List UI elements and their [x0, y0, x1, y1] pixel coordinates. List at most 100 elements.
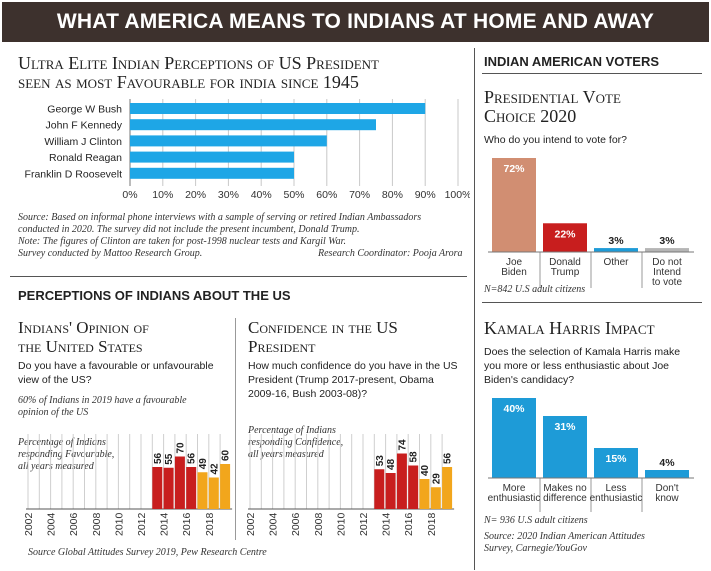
- confidence-year-label: 2006: [290, 512, 302, 536]
- voters-question: Who do you intend to vote for?: [484, 134, 628, 146]
- harris-category-label: Less: [605, 483, 626, 494]
- opinion-bar: [186, 467, 197, 509]
- section-divider: [10, 276, 467, 277]
- elite-title-line1: Ultra Elite Indian Perceptions of US Pre…: [18, 53, 379, 73]
- column-divider: [474, 48, 475, 570]
- confidence-data-label: 29: [431, 473, 442, 485]
- opinion-data-label: 49: [198, 458, 209, 470]
- harris-bar: [492, 398, 536, 478]
- harris-category-label: know: [655, 493, 679, 504]
- harris-source-line2: Survey, Carnegie/YouGov: [484, 543, 587, 554]
- opinion-title-line1: Indians' Opinion of: [18, 318, 149, 337]
- banner-title: WHAT AMERICA MEANS TO INDIANS AT HOME AN…: [2, 2, 709, 42]
- opinion-year-label: 2018: [204, 512, 216, 536]
- opinion-year-label: 2014: [159, 512, 171, 536]
- elite-bar: [130, 103, 426, 114]
- harris-category-label: Makes no: [543, 483, 587, 494]
- opinion-stat-line2: opinion of the US: [18, 407, 89, 418]
- elite-bar: [130, 119, 376, 131]
- elite-coordinator: Research Coordinator: Pooja Arora: [318, 248, 463, 259]
- opinion-year-label: 2016: [181, 512, 193, 536]
- opinion-data-label: 70: [175, 442, 186, 454]
- elite-note: Note: The figures of Clinton are taken f…: [18, 236, 346, 247]
- opinion-bar: [152, 467, 163, 509]
- elite-chart: 0% 10% 20% 30% 40% 50% 60% 70% 80% 90% 100% George …: [25, 99, 470, 201]
- confidence-desc-line1: Percentage of Indians: [248, 425, 336, 436]
- vote-data-label: 3%: [659, 235, 675, 247]
- vote-category-label: Do not: [652, 257, 682, 268]
- vote-category-label: Other: [603, 257, 629, 268]
- opinion-year-label: 2010: [113, 512, 125, 536]
- voters-n: N=842 U.S adult citizens: [484, 284, 586, 295]
- harris-category-label: difference: [543, 493, 587, 504]
- elite-title-line2: seen as most Favourable for india since …: [18, 72, 359, 92]
- opinion-year-label: 2002: [23, 512, 35, 536]
- vote-category-label: Donald: [549, 257, 581, 268]
- confidence-title-line1: Confidence in the US: [248, 318, 398, 337]
- elite-tick-label: 80%: [382, 189, 403, 201]
- opinion-year-label: 2004: [46, 512, 58, 536]
- vote-category-label: Intend: [653, 267, 681, 278]
- harris-category-label: Don't: [655, 483, 678, 494]
- harris-data-label: 15%: [605, 453, 627, 465]
- opinion-desc-line2: responding Favourable,: [18, 449, 115, 460]
- confidence-desc-line3: all years measured: [248, 449, 324, 460]
- opinion-year-label: 2006: [68, 512, 80, 536]
- confidence-data-label: 40: [420, 464, 431, 476]
- vote-category-label: to vote: [652, 277, 682, 288]
- harris-question-line2: you more or less enthusiastic about Joe: [484, 360, 670, 372]
- harris-category-label: More: [503, 483, 526, 494]
- confidence-bar: [374, 469, 385, 509]
- opinion-stat-line1: 60% of Indians in 2019 have a favourable: [18, 395, 187, 406]
- elite-source2: conducted in 2020. The survey did not in…: [18, 224, 360, 235]
- confidence-data-label: 53: [375, 455, 386, 467]
- confidence-bar: [408, 465, 419, 509]
- confidence-data-label: 48: [386, 458, 397, 470]
- voters-header-rule: [482, 73, 702, 74]
- vote-category-label: Biden: [501, 267, 527, 278]
- elite-source: Source: Based on informal phone intervie…: [18, 212, 422, 223]
- harris-title: Kamala Harris Impact: [484, 318, 655, 338]
- elite-tick-label: 50%: [283, 189, 304, 201]
- vote-bar: [543, 223, 587, 252]
- confidence-year-label: 2004: [268, 512, 280, 536]
- harris-source-line1: Source: 2020 Indian American Attitudes: [484, 531, 645, 542]
- opinion-bar: [174, 456, 185, 509]
- perceptions-source: Source Global Attitudes Survey 2019, Pew…: [28, 547, 267, 558]
- harris-category-label: enthusiastic: [488, 493, 541, 504]
- confidence-year-label: 2018: [426, 512, 438, 536]
- perceptions-header: PERCEPTIONS OF INDIANS ABOUT THE US: [18, 288, 291, 303]
- harris-data-label: 4%: [659, 457, 675, 469]
- confidence-year-label: 2016: [403, 512, 415, 536]
- confidence-question-line2: President (Trump 2017-present, Obama: [248, 374, 434, 386]
- confidence-year-label: 2012: [358, 512, 370, 536]
- opinion-bar: [208, 477, 219, 509]
- confidence-bar: [442, 467, 453, 509]
- opinion-data-label: 42: [209, 463, 220, 475]
- elite-tick-label: 70%: [349, 189, 370, 201]
- opinion-data-label: 60: [221, 449, 232, 461]
- confidence-year-label: 2014: [381, 512, 393, 536]
- confidence-data-label: 74: [397, 439, 408, 451]
- opinion-data-label: 56: [153, 452, 164, 464]
- vote-data-label: 3%: [608, 235, 624, 247]
- harris-bar: [645, 470, 689, 478]
- opinion-question-line2: view of the US?: [18, 374, 92, 386]
- elite-category-label: William J Clinton: [44, 136, 122, 148]
- elite-category-label: John F Kennedy: [46, 120, 123, 132]
- confidence-bar: [419, 479, 430, 509]
- harris-data-label: 40%: [503, 403, 525, 415]
- voters-title-line1: Presidential Vote: [484, 87, 621, 107]
- elite-tick-label: 60%: [316, 189, 337, 201]
- harris-data-label: 31%: [554, 421, 576, 433]
- vote-bar: [645, 248, 689, 252]
- harris-n: N= 936 U.S adult citizens: [484, 515, 588, 526]
- elite-category-label: Ronald Reagan: [49, 152, 122, 164]
- opinion-desc-line3: all years measured: [18, 461, 94, 472]
- elite-bar: [130, 167, 294, 179]
- harris-question-line3: Biden's candidacy?: [484, 374, 575, 386]
